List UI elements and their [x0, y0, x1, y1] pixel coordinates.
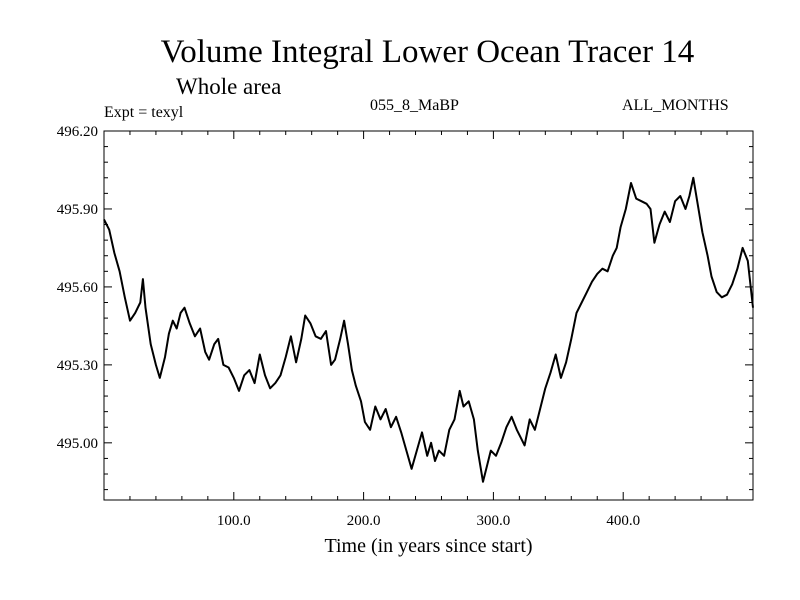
experiment-annotation: Expt = texyl: [104, 104, 184, 121]
x-tick-label: 200.0: [347, 513, 381, 529]
y-tick-label: 495.00: [57, 436, 98, 452]
period-annotation: 055_8_MaBP: [370, 97, 459, 114]
y-axis-tick-labels: 495.00 495.30 495.60 495.90 496.20: [57, 124, 98, 452]
y-tick-label: 495.60: [57, 280, 98, 296]
y-tick-label: 496.20: [57, 124, 98, 140]
series-line: [103, 176, 754, 483]
chart-subtitle: Whole area: [176, 74, 282, 99]
x-axis-label: Time (in years since start): [324, 535, 532, 557]
x-tick-label: 100.0: [217, 513, 251, 529]
x-axis-ticks: [129, 131, 728, 500]
y-tick-label: 495.30: [57, 358, 98, 374]
chart-title: Volume Integral Lower Ocean Tracer 14: [160, 34, 695, 70]
y-axis-ticks: [104, 130, 753, 491]
y-tick-label: 495.90: [57, 202, 98, 218]
x-tick-label: 400.0: [606, 513, 640, 529]
x-axis-tick-labels: 100.0 200.0 300.0 400.0: [217, 513, 640, 529]
x-tick-label: 300.0: [477, 513, 511, 529]
months-annotation: ALL_MONTHS: [622, 97, 729, 114]
plot-frame: [103, 130, 754, 501]
